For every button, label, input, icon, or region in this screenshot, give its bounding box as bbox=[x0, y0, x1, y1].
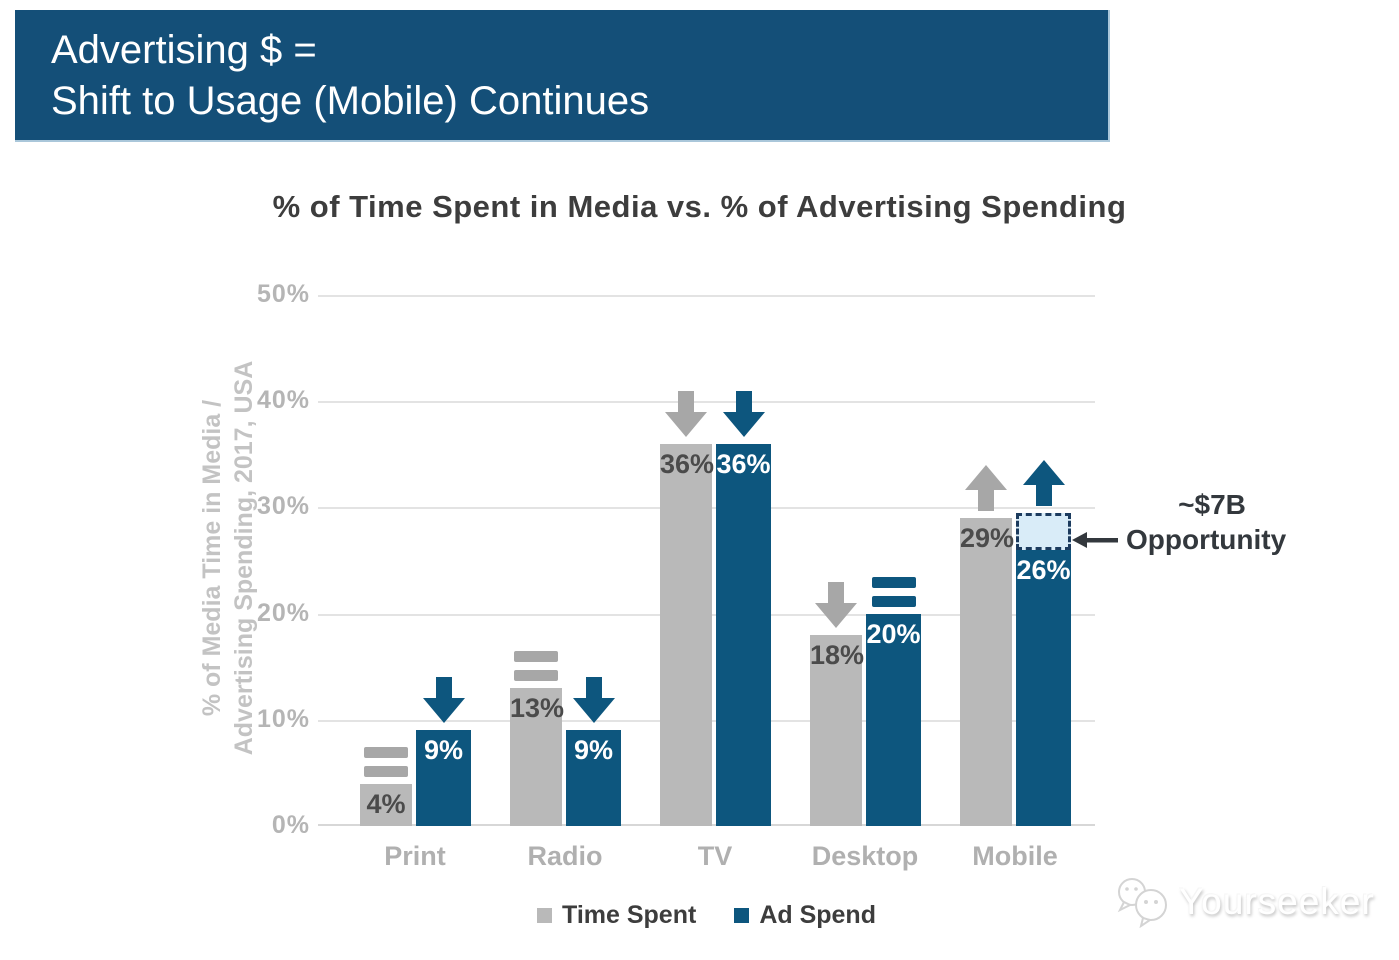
y-tick-30: 30% bbox=[256, 492, 310, 521]
y-tick-0: 0% bbox=[271, 811, 310, 839]
opportunity-gap-box bbox=[1016, 512, 1071, 550]
category-label-desktop: Desktop bbox=[811, 841, 919, 871]
y-tick-20: 20% bbox=[256, 598, 310, 627]
category-label-print: Print bbox=[384, 841, 446, 871]
bar-radio-ad-spend: 9% bbox=[566, 730, 621, 826]
bar-value-label: 13% bbox=[510, 692, 565, 723]
bar-print-time-spent: 4% bbox=[360, 783, 412, 826]
watermark: Yourseeker bbox=[1112, 876, 1375, 928]
legend-label-ad-spend: Ad Spend bbox=[759, 901, 876, 929]
bar-tv-time-spent: 36% bbox=[660, 443, 715, 826]
y-tick-10: 10% bbox=[256, 704, 310, 733]
bar-value-label: 18% bbox=[810, 639, 865, 670]
trend-flat-time-spent-icon bbox=[514, 650, 558, 681]
bar-desktop-time-spent: 18% bbox=[810, 634, 865, 826]
opportunity-value: ~$7B bbox=[1178, 489, 1246, 520]
bar-desktop-ad-spend: 20% bbox=[866, 613, 921, 826]
slide-title-line2: Shift to Usage (Mobile) Continues bbox=[51, 79, 650, 123]
legend-swatch-time-spent bbox=[537, 908, 553, 923]
legend-swatch-ad-spend bbox=[734, 908, 750, 923]
left-arrow-icon bbox=[1072, 532, 1118, 548]
trend-down-time-spent-icon bbox=[665, 390, 707, 437]
y-tick-50: 50% bbox=[256, 280, 310, 308]
gridline-40 bbox=[318, 401, 1095, 404]
legend-item-time-spent: Time Spent bbox=[537, 901, 696, 930]
plot-area: 4% 9% Print 13% 9% Radio 36% 36% TV 18% 20% Desktop… bbox=[318, 295, 1095, 871]
category-label-radio: Radio bbox=[527, 841, 603, 871]
category-label-tv: TV bbox=[697, 841, 733, 871]
chart-title: % of Time Spent in Media vs. % of Advert… bbox=[272, 189, 1127, 224]
y-axis-ticks: 50% 40% 30% 20% 10% 0% bbox=[232, 280, 310, 839]
bar-mobile-ad-spend: 26% bbox=[1016, 549, 1071, 826]
bar-radio-time-spent: 13% bbox=[510, 687, 565, 826]
legend-item-ad-spend: Ad Spend bbox=[734, 901, 876, 930]
bar-value-label: 29% bbox=[960, 523, 1015, 554]
chart-legend: Time Spent Ad Spend bbox=[318, 901, 1095, 930]
trend-up-ad-spend-icon bbox=[1022, 459, 1065, 506]
trend-down-time-spent-icon bbox=[815, 581, 857, 628]
bar-value-label: 36% bbox=[716, 448, 771, 479]
y-axis-label-line1: % of Media Time in Media / bbox=[198, 399, 226, 717]
gridline-50 bbox=[318, 295, 1095, 297]
bar-tv-ad-spend: 36% bbox=[716, 443, 771, 826]
bar-print-ad-spend: 9% bbox=[416, 730, 471, 826]
trend-flat-time-spent-icon bbox=[364, 746, 408, 777]
opportunity-annotation: ~$7B Opportunity bbox=[1072, 489, 1287, 556]
bar-value-label: 9% bbox=[423, 735, 464, 766]
y-tick-40: 40% bbox=[256, 386, 310, 415]
wechat-chat-bubbles-icon bbox=[1117, 878, 1167, 928]
bar-value-label: 36% bbox=[660, 448, 715, 479]
category-label-mobile: Mobile bbox=[972, 841, 1058, 871]
legend-label-time-spent: Time Spent bbox=[562, 901, 697, 929]
trend-down-ad-spend-icon bbox=[722, 390, 765, 437]
trend-down-ad-spend-icon bbox=[422, 677, 465, 724]
opportunity-label: Opportunity bbox=[1126, 524, 1287, 555]
slide-title-line1: Advertising $ = bbox=[51, 28, 317, 72]
bar-value-label: 20% bbox=[866, 618, 921, 649]
bar-value-label: 9% bbox=[573, 735, 614, 766]
bar-value-label: 4% bbox=[366, 788, 406, 819]
slide-title-banner: Advertising $ = Shift to Usage (Mobile) … bbox=[15, 10, 1110, 142]
watermark-text: Yourseeker bbox=[1179, 881, 1375, 922]
bar-mobile-time-spent: 29% bbox=[960, 518, 1015, 826]
bar-value-label: 26% bbox=[1016, 554, 1071, 585]
trend-flat-ad-spend-icon bbox=[871, 576, 916, 607]
trend-up-time-spent-icon bbox=[965, 465, 1007, 512]
trend-down-ad-spend-icon bbox=[572, 677, 615, 724]
